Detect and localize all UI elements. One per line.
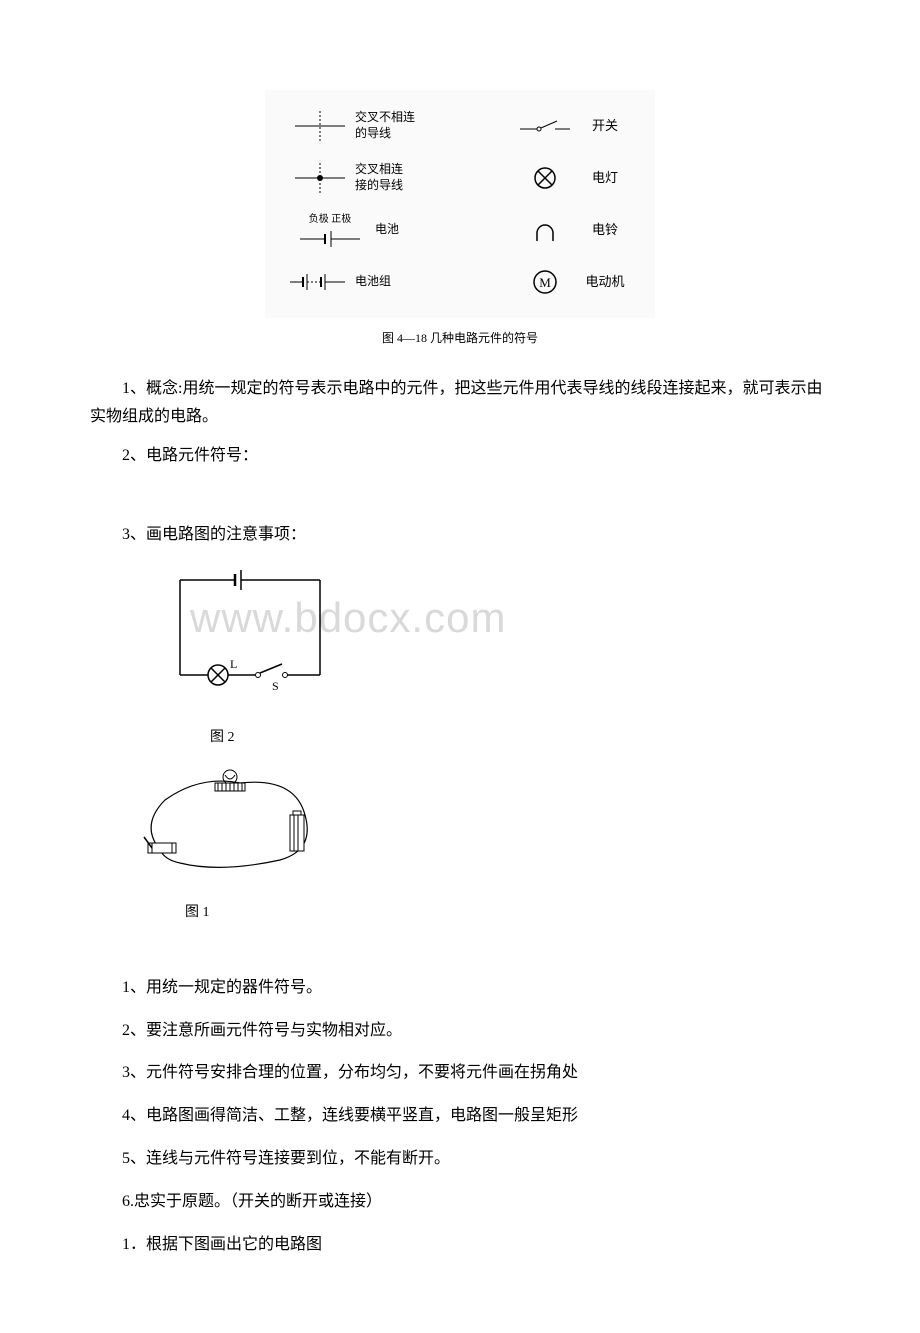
paragraph-notes: 3、画电路图的注意事项：	[90, 521, 830, 550]
paragraph-symbols: 2、电路元件符号：	[90, 442, 830, 471]
switch-label: S	[272, 679, 279, 693]
symbol-row: 交叉不相连 的导线 开关	[285, 100, 635, 152]
symbol-row: 交叉相连 接的导线 电灯	[285, 152, 635, 204]
svg-text:M: M	[539, 275, 551, 290]
bell-icon	[515, 215, 575, 245]
symbol-row: 电池组 M 电动机	[285, 256, 635, 308]
figure-1-physical: 图 1	[130, 765, 830, 925]
battery-polarity-label: 负极 正极	[309, 211, 352, 229]
list-item: 1．根据下图画出它的电路图	[90, 1231, 830, 1260]
motor-icon: M	[515, 262, 575, 302]
lamp-icon	[515, 158, 575, 198]
symbol-label: 电铃	[575, 218, 635, 241]
lamp-label: L	[230, 657, 237, 671]
list-item: 3、元件符号安排合理的位置，分布均匀，不要将元件画在拐角处	[90, 1059, 830, 1088]
physical-switch-icon	[144, 837, 176, 853]
list-item: 2、要注意所画元件符号与实物相对应。	[90, 1017, 830, 1046]
symbol-table: 交叉不相连 的导线 开关 交叉相连 接的导线 电灯 负极 正极 电池 电铃	[265, 90, 655, 318]
figure-2-caption: 图 2	[210, 725, 830, 750]
symbol-label: 电动机	[575, 270, 635, 293]
switch-icon	[515, 111, 575, 141]
figure-1-caption: 图 1	[185, 900, 830, 925]
battery-group-icon	[285, 272, 355, 292]
symbol-label: 交叉不相连 的导线	[355, 110, 445, 141]
list-item: 1、用统一规定的器件符号。	[90, 974, 830, 1003]
battery-icon: 负极 正极	[285, 211, 375, 249]
physical-battery-icon	[290, 811, 304, 851]
symbol-label: 电灯	[575, 166, 635, 189]
list-item: 6.忠实于原题。（开关的断开或连接）	[90, 1188, 830, 1217]
symbol-table-caption: 图 4—18 几种电路元件的符号	[90, 328, 830, 350]
list-item: 5、连线与元件符号连接要到位，不能有断开。	[90, 1145, 830, 1174]
symbol-row: 负极 正极 电池 电铃	[285, 204, 635, 256]
symbol-label: 电池组	[355, 274, 445, 290]
symbol-label: 开关	[575, 114, 635, 137]
list-item: 4、电路图画得简洁、工整，连线要横平竖直，电路图一般呈矩形	[90, 1102, 830, 1131]
crossing-connected-icon	[285, 158, 355, 198]
symbol-label: 交叉相连 接的导线	[355, 162, 445, 193]
paragraph-concept: 1、概念:用统一规定的符号表示电路中的元件，把这些元件用代表导线的线段连接起来，…	[90, 375, 830, 433]
symbol-label: 电池	[375, 222, 445, 238]
figure-2-schematic: L S 图 2	[160, 560, 830, 750]
crossing-no-connect-icon	[285, 106, 355, 146]
